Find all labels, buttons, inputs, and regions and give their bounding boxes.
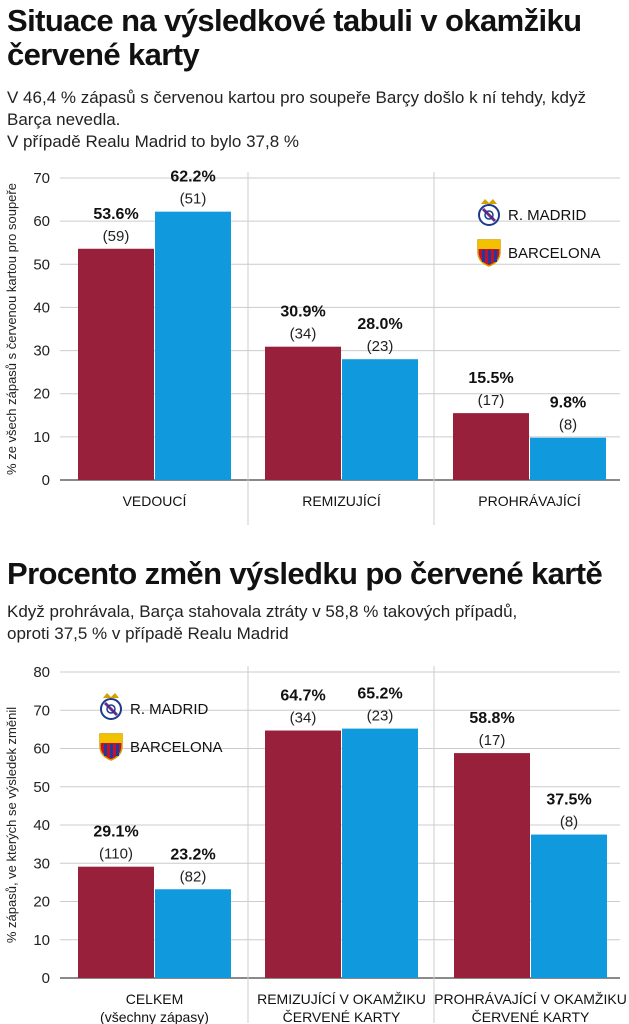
chart2-data-label: 64.7% [280,688,325,705]
chart1-category-label: VEDOUCÍ [123,493,187,509]
chart2-count-label: (110) [99,846,133,863]
chart2-plot: 0 10 20 30 40 50 60 70 80 % zápasů, ve kterých se… [4,664,627,1024]
chart1-bar-barcelona [530,437,606,480]
chart2-y-tick-label: 30 [33,855,50,872]
chart1-data-label: 9.8% [550,395,586,412]
chart2-subtitle: Když prohrávala, Barça stahovala ztráty … [7,601,622,645]
chart1-y-tick-label: 70 [33,170,50,187]
chart2-y-tick-label: 0 [42,970,50,987]
chart2-subtitle-line1: Když prohrávala, Barça stahovala ztráty … [7,602,518,621]
chart2-legend-label: BARCELONA [130,739,223,756]
chart2-category-label: PROHRÁVAJÍCÍ V OKAMŽIKU [434,991,627,1007]
chart1-subtitle: V 46,4 % zápasů s červenou kartou pro so… [7,87,622,153]
chart2-y-tick-label: 50 [33,779,50,796]
chart1-count-label: (59) [103,228,130,245]
chart2-count-label: (23) [367,708,394,725]
chart1-bar-barcelona [342,359,418,480]
chart1-count-label: (23) [367,338,394,355]
chart2-y-tick-label: 80 [33,664,50,681]
real-madrid-crest-icon [478,199,500,226]
chart1-bar-real-madrid [265,346,341,480]
chart2-count-label: (8) [560,814,578,831]
chart2-category-label: CELKEM [126,991,184,1007]
chart2-data-label: 23.2% [170,846,215,863]
chart2-title: Procento změn výsledku po červené kartě [7,556,603,591]
chart1-count-label: (17) [478,392,505,409]
chart1-count-label: (51) [180,191,207,208]
chart2-y-tick-label: 40 [33,817,50,834]
chart2-y-tick-label: 70 [33,702,50,719]
chart1-y-axis-label: % ze všech zápasů s červenou kartou pro … [4,183,19,475]
chart2-count-label: (17) [479,732,506,749]
chart2-data-label: 58.8% [469,710,514,727]
chart1-count-label: (8) [559,417,577,434]
chart1-category-label: PROHRÁVAJÍCÍ [478,493,581,509]
chart1-y-tick-label: 10 [33,429,50,446]
chart1-bar-real-madrid [453,413,529,480]
chart1-data-label: 62.2% [170,169,215,186]
chart2-count-label: (34) [290,710,317,727]
chart2-category-sublabel: ČERVENÉ KARTY [283,1009,401,1024]
chart2-bar-real-madrid [265,730,341,978]
chart2-data-label: 37.5% [546,792,591,809]
chart2-legend-label: R. MADRID [130,701,209,718]
chart2-bar-barcelona [531,834,607,978]
chart1-y-tick-label: 60 [33,213,50,230]
chart1-category-label: REMIZUJÍCÍ [302,493,381,509]
chart2-bar-barcelona [155,889,231,978]
chart1-legend-label: BARCELONA [508,245,601,262]
chart2-bar-barcelona [342,728,418,978]
chart2-subtitle-line2: oproti 37,5 % v případě Realu Madrid [7,624,289,643]
chart1-y-tick-label: 20 [33,386,50,403]
chart1-data-label: 30.9% [280,304,325,321]
chart2-category-sublabel: ČERVENÉ KARTY [472,1009,590,1024]
chart1-data-label: 53.6% [93,206,138,223]
chart2-y-tick-label: 10 [33,932,50,949]
chart2-data-label: 65.2% [357,686,402,703]
chart2-y-tick-label: 60 [33,741,50,758]
chart2-count-label: (82) [180,868,207,885]
chart1-bar-barcelona [155,211,231,480]
chart2-bar-real-madrid [78,866,154,978]
real-madrid-crest-icon [100,693,122,720]
chart1-subtitle-line2: V případě Realu Madrid to bylo 37,8 % [7,132,300,151]
chart2-category-sublabel: (všechny zápasy) [100,1009,209,1024]
chart1-bar-real-madrid [78,248,154,480]
chart1-y-tick-label: 0 [42,472,50,489]
chart1-data-label: 28.0% [357,316,402,333]
chart1-data-label: 15.5% [468,370,513,387]
chart2-y-axis-label: % zápasů, ve kterých se výsledek změnil [4,707,19,943]
chart1-count-label: (34) [290,326,317,343]
chart1-plot: 0 10 20 30 40 50 60 70 % ze všech zápasů s červe… [4,169,620,525]
chart2-category-label: REMIZUJÍCÍ V OKAMŽIKU [257,991,426,1007]
chart1-y-tick-label: 40 [33,299,50,316]
chart1-subtitle-line1: V 46,4 % zápasů s červenou kartou pro so… [7,88,586,129]
chart1-y-tick-label: 50 [33,256,50,273]
chart1-title: Situace na výsledkové tabuli v okamžiku … [7,3,582,72]
chart2-bar-real-madrid [454,753,530,978]
barcelona-crest-icon [477,239,501,267]
barcelona-crest-icon [99,733,123,761]
chart1-legend-label: R. MADRID [508,207,587,224]
chart1-y-tick-label: 30 [33,343,50,360]
chart2-data-label: 29.1% [93,824,138,841]
chart2-y-tick-label: 20 [33,894,50,911]
